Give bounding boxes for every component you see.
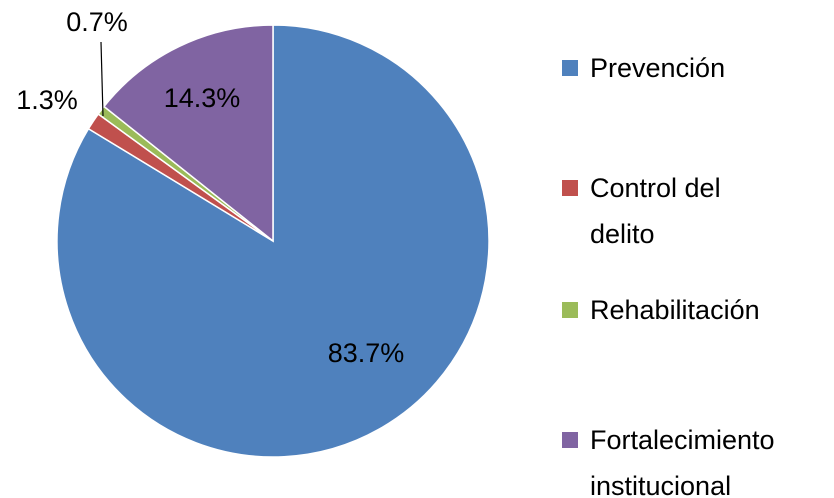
legend-item: Fortalecimiento institucional — [562, 417, 834, 498]
legend-swatch — [562, 180, 578, 196]
legend-swatch — [562, 432, 578, 448]
legend-item: Prevención — [562, 45, 834, 91]
legend-label: Fortalecimiento institucional — [590, 425, 775, 498]
pie-slice — [102, 24, 274, 243]
data-label: 14.3% — [164, 83, 241, 113]
data-label: 0.7% — [66, 7, 128, 37]
legend-item: Control del delito — [562, 165, 770, 257]
legend-item: Rehabilitación — [562, 287, 834, 333]
leader-line — [100, 41, 104, 117]
data-label: 1.3% — [16, 85, 78, 115]
legend-swatch — [562, 60, 578, 76]
legend-label: Control del delito — [590, 173, 721, 249]
legend-label: Prevención — [590, 53, 726, 83]
legend-swatch — [562, 302, 578, 318]
legend-label: Rehabilitación — [590, 295, 760, 325]
data-label: 83.7% — [328, 338, 405, 368]
